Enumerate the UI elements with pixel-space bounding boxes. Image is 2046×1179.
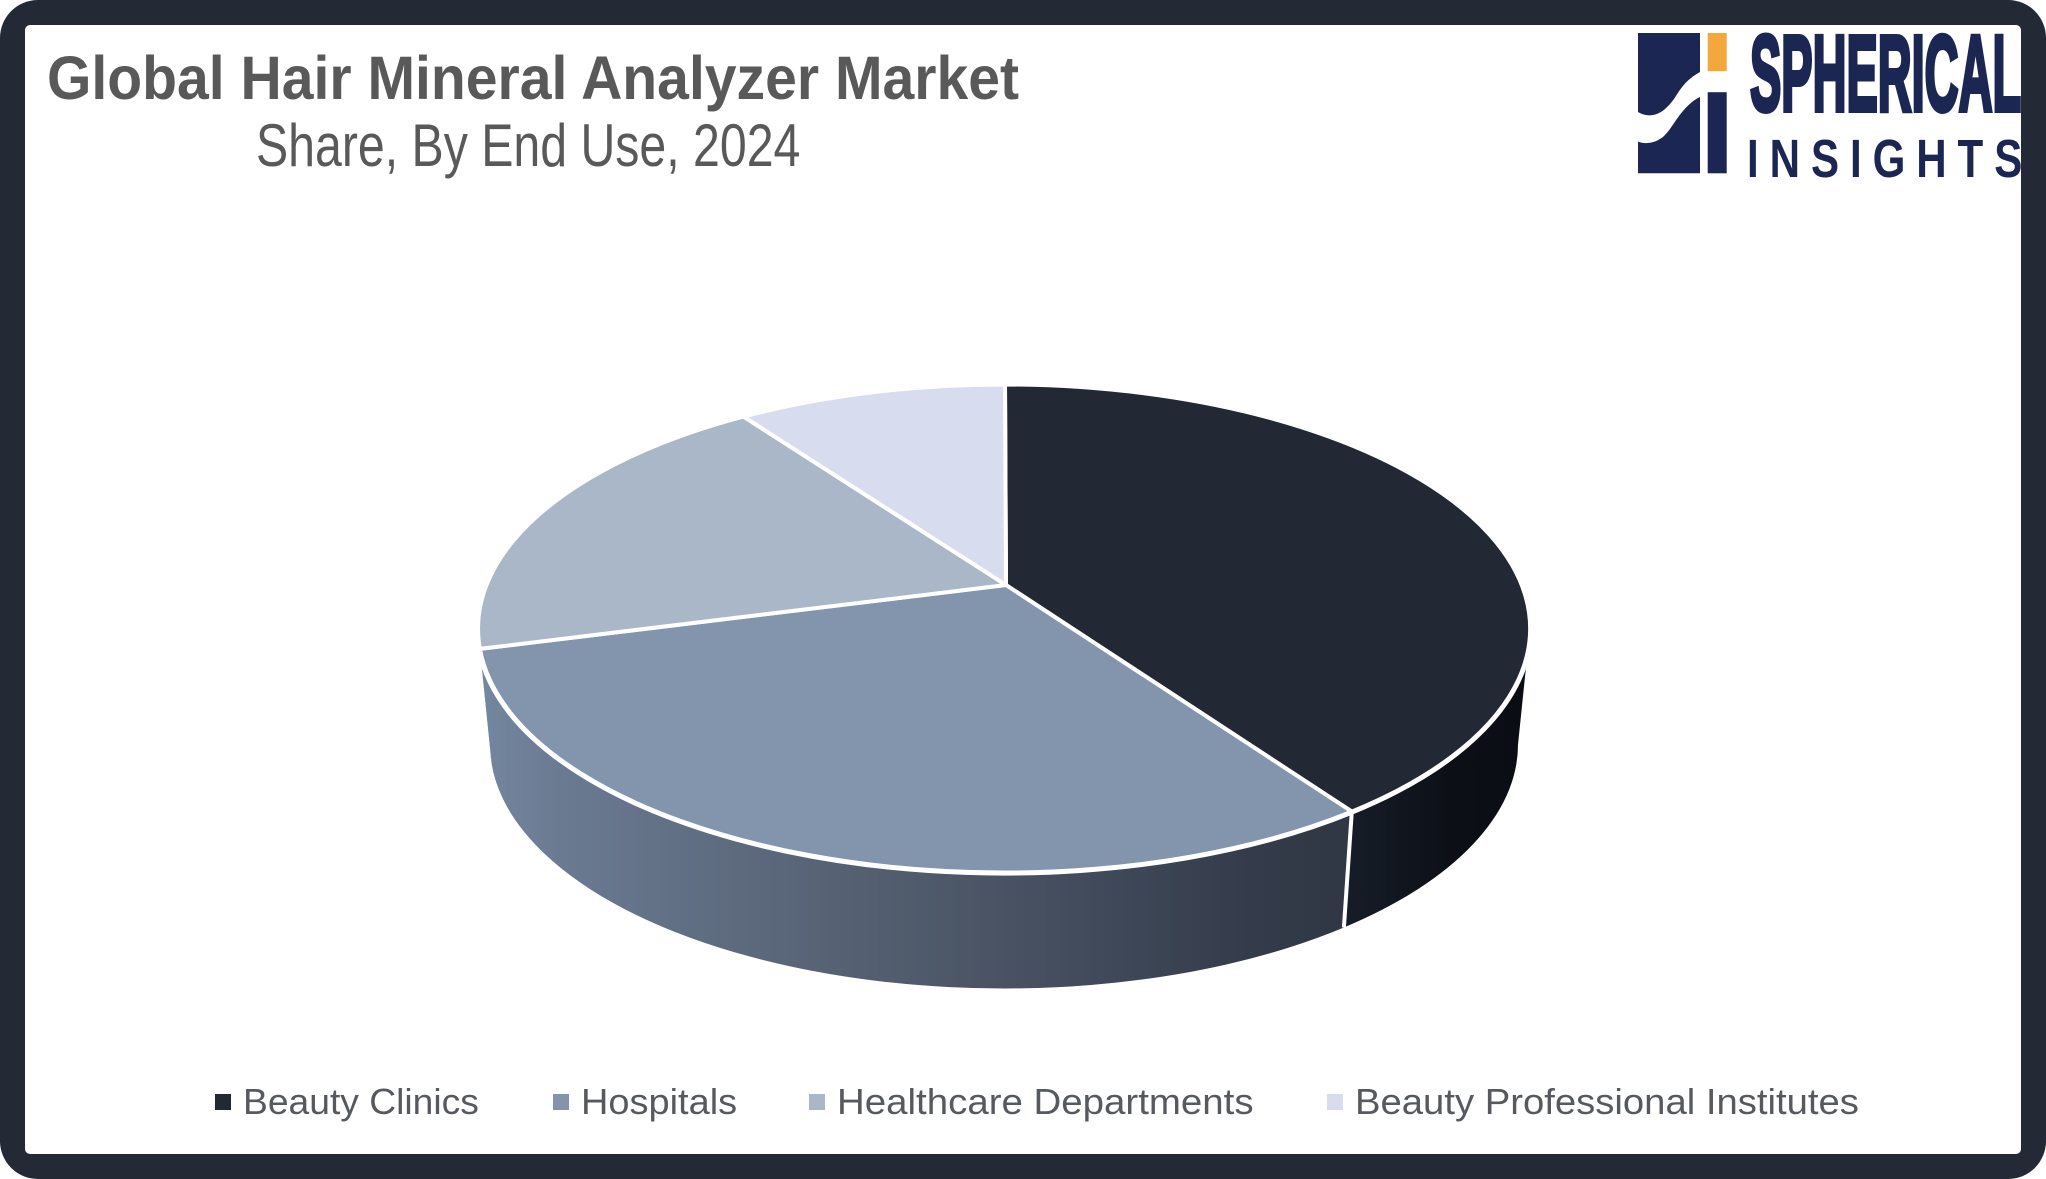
svg-text:SPHERICAL: SPHERICAL: [1750, 13, 2021, 134]
svg-text:INSIGHTS: INSIGHTS: [1747, 129, 2033, 189]
